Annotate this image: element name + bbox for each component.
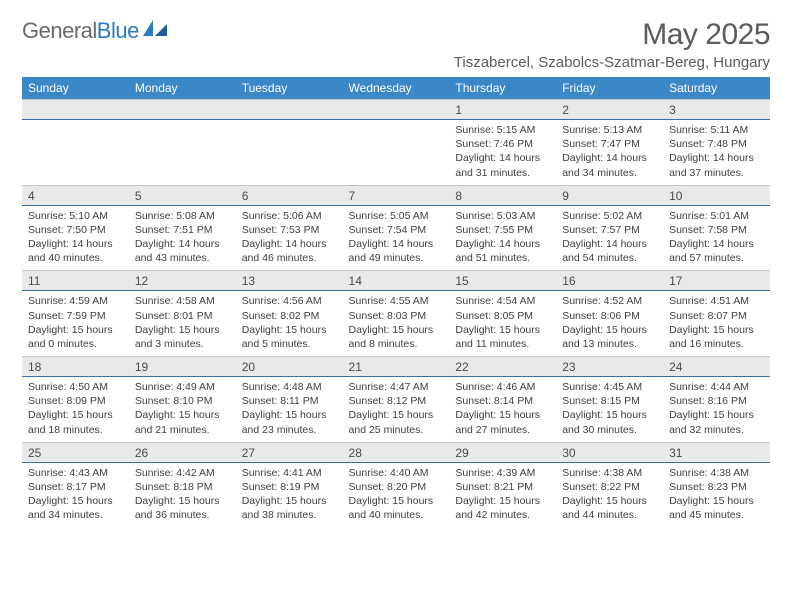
day-detail-row: Sunrise: 5:15 AMSunset: 7:46 PMDaylight:… xyxy=(22,120,770,186)
sail-icon xyxy=(143,18,169,44)
day-detail-cell: Sunrise: 4:56 AMSunset: 8:02 PMDaylight:… xyxy=(236,291,343,357)
day-number-cell: 4 xyxy=(22,185,129,205)
day-detail-cell: Sunrise: 4:38 AMSunset: 8:22 PMDaylight:… xyxy=(556,462,663,527)
dow-header: Saturday xyxy=(663,77,770,100)
day-number-row: 25262728293031 xyxy=(22,442,770,462)
day-detail-cell xyxy=(22,120,129,186)
day-detail-cell: Sunrise: 4:50 AMSunset: 8:09 PMDaylight:… xyxy=(22,377,129,443)
day-number-cell: 9 xyxy=(556,185,663,205)
day-number-cell: 31 xyxy=(663,442,770,462)
brand-part2: Blue xyxy=(97,18,139,44)
day-detail-cell: Sunrise: 5:05 AMSunset: 7:54 PMDaylight:… xyxy=(343,205,450,271)
dow-header: Wednesday xyxy=(343,77,450,100)
day-number-cell: 13 xyxy=(236,271,343,291)
day-detail-row: Sunrise: 5:10 AMSunset: 7:50 PMDaylight:… xyxy=(22,205,770,271)
day-number-cell xyxy=(343,100,450,120)
day-detail-cell: Sunrise: 5:01 AMSunset: 7:58 PMDaylight:… xyxy=(663,205,770,271)
day-detail-cell xyxy=(129,120,236,186)
brand-part1: General xyxy=(22,18,97,44)
day-number-cell: 29 xyxy=(449,442,556,462)
day-number-cell: 27 xyxy=(236,442,343,462)
day-detail-cell: Sunrise: 4:58 AMSunset: 8:01 PMDaylight:… xyxy=(129,291,236,357)
day-number-cell: 28 xyxy=(343,442,450,462)
day-detail-cell xyxy=(343,120,450,186)
brand-logo: GeneralBlue xyxy=(22,18,169,44)
day-of-week-row: SundayMondayTuesdayWednesdayThursdayFrid… xyxy=(22,77,770,100)
day-detail-row: Sunrise: 4:43 AMSunset: 8:17 PMDaylight:… xyxy=(22,462,770,527)
day-detail-cell: Sunrise: 5:10 AMSunset: 7:50 PMDaylight:… xyxy=(22,205,129,271)
day-detail-cell: Sunrise: 4:59 AMSunset: 7:59 PMDaylight:… xyxy=(22,291,129,357)
day-number-cell: 8 xyxy=(449,185,556,205)
day-number-cell: 12 xyxy=(129,271,236,291)
month-title: May 2025 xyxy=(454,18,770,52)
dow-header: Sunday xyxy=(22,77,129,100)
day-number-cell: 17 xyxy=(663,271,770,291)
day-detail-cell: Sunrise: 5:15 AMSunset: 7:46 PMDaylight:… xyxy=(449,120,556,186)
day-number-cell: 10 xyxy=(663,185,770,205)
day-detail-cell: Sunrise: 4:48 AMSunset: 8:11 PMDaylight:… xyxy=(236,377,343,443)
dow-header: Tuesday xyxy=(236,77,343,100)
day-detail-cell: Sunrise: 5:11 AMSunset: 7:48 PMDaylight:… xyxy=(663,120,770,186)
day-detail-cell: Sunrise: 4:55 AMSunset: 8:03 PMDaylight:… xyxy=(343,291,450,357)
title-block: May 2025 Tiszabercel, Szabolcs-Szatmar-B… xyxy=(454,18,770,71)
day-number-cell: 1 xyxy=(449,100,556,120)
day-number-cell: 23 xyxy=(556,357,663,377)
day-number-cell: 16 xyxy=(556,271,663,291)
day-detail-cell: Sunrise: 4:43 AMSunset: 8:17 PMDaylight:… xyxy=(22,462,129,527)
day-detail-cell: Sunrise: 5:06 AMSunset: 7:53 PMDaylight:… xyxy=(236,205,343,271)
day-number-row: 18192021222324 xyxy=(22,357,770,377)
day-detail-cell xyxy=(236,120,343,186)
day-number-cell: 18 xyxy=(22,357,129,377)
day-detail-cell: Sunrise: 4:49 AMSunset: 8:10 PMDaylight:… xyxy=(129,377,236,443)
day-number-cell: 15 xyxy=(449,271,556,291)
calendar-table: SundayMondayTuesdayWednesdayThursdayFrid… xyxy=(22,77,770,527)
day-detail-cell: Sunrise: 5:02 AMSunset: 7:57 PMDaylight:… xyxy=(556,205,663,271)
page-header: GeneralBlue May 2025 Tiszabercel, Szabol… xyxy=(22,18,770,71)
day-number-cell xyxy=(22,100,129,120)
day-number-cell: 24 xyxy=(663,357,770,377)
day-number-cell: 30 xyxy=(556,442,663,462)
day-number-row: 45678910 xyxy=(22,185,770,205)
day-number-cell: 6 xyxy=(236,185,343,205)
dow-header: Thursday xyxy=(449,77,556,100)
day-number-cell: 25 xyxy=(22,442,129,462)
day-number-cell: 20 xyxy=(236,357,343,377)
day-detail-cell: Sunrise: 4:52 AMSunset: 8:06 PMDaylight:… xyxy=(556,291,663,357)
day-number-cell: 26 xyxy=(129,442,236,462)
day-detail-cell: Sunrise: 4:40 AMSunset: 8:20 PMDaylight:… xyxy=(343,462,450,527)
day-number-cell: 7 xyxy=(343,185,450,205)
day-number-cell xyxy=(129,100,236,120)
location-text: Tiszabercel, Szabolcs-Szatmar-Bereg, Hun… xyxy=(454,54,770,71)
day-detail-cell: Sunrise: 4:45 AMSunset: 8:15 PMDaylight:… xyxy=(556,377,663,443)
dow-header: Monday xyxy=(129,77,236,100)
day-detail-cell: Sunrise: 5:08 AMSunset: 7:51 PMDaylight:… xyxy=(129,205,236,271)
day-number-cell: 14 xyxy=(343,271,450,291)
day-number-cell: 11 xyxy=(22,271,129,291)
dow-header: Friday xyxy=(556,77,663,100)
day-detail-cell: Sunrise: 4:51 AMSunset: 8:07 PMDaylight:… xyxy=(663,291,770,357)
day-detail-cell: Sunrise: 5:13 AMSunset: 7:47 PMDaylight:… xyxy=(556,120,663,186)
day-number-cell: 3 xyxy=(663,100,770,120)
day-detail-cell: Sunrise: 4:47 AMSunset: 8:12 PMDaylight:… xyxy=(343,377,450,443)
day-detail-cell: Sunrise: 4:46 AMSunset: 8:14 PMDaylight:… xyxy=(449,377,556,443)
day-detail-cell: Sunrise: 4:41 AMSunset: 8:19 PMDaylight:… xyxy=(236,462,343,527)
day-detail-row: Sunrise: 4:50 AMSunset: 8:09 PMDaylight:… xyxy=(22,377,770,443)
day-number-row: 11121314151617 xyxy=(22,271,770,291)
day-number-row: 123 xyxy=(22,100,770,120)
day-detail-cell: Sunrise: 4:54 AMSunset: 8:05 PMDaylight:… xyxy=(449,291,556,357)
day-detail-cell: Sunrise: 4:39 AMSunset: 8:21 PMDaylight:… xyxy=(449,462,556,527)
day-detail-cell: Sunrise: 4:38 AMSunset: 8:23 PMDaylight:… xyxy=(663,462,770,527)
day-number-cell: 21 xyxy=(343,357,450,377)
day-number-cell: 2 xyxy=(556,100,663,120)
day-number-cell: 22 xyxy=(449,357,556,377)
day-number-cell xyxy=(236,100,343,120)
day-detail-cell: Sunrise: 4:42 AMSunset: 8:18 PMDaylight:… xyxy=(129,462,236,527)
calendar-page: GeneralBlue May 2025 Tiszabercel, Szabol… xyxy=(0,0,792,537)
day-number-cell: 5 xyxy=(129,185,236,205)
day-detail-row: Sunrise: 4:59 AMSunset: 7:59 PMDaylight:… xyxy=(22,291,770,357)
day-number-cell: 19 xyxy=(129,357,236,377)
day-detail-cell: Sunrise: 4:44 AMSunset: 8:16 PMDaylight:… xyxy=(663,377,770,443)
day-detail-cell: Sunrise: 5:03 AMSunset: 7:55 PMDaylight:… xyxy=(449,205,556,271)
